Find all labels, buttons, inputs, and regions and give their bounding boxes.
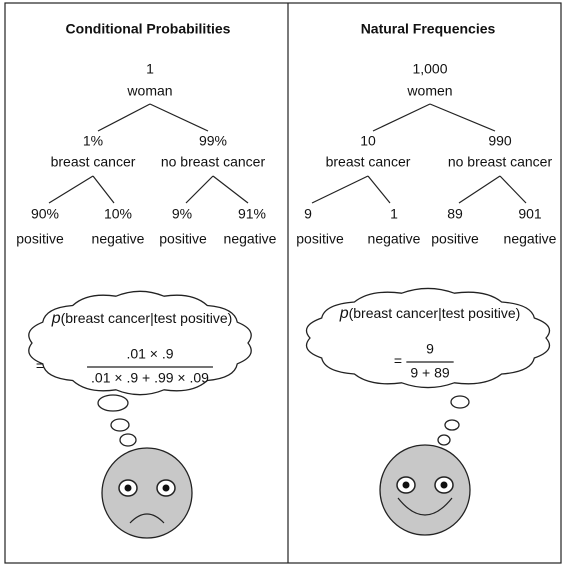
branch-value: 990 xyxy=(488,133,512,149)
leaf-label: positive xyxy=(296,231,344,247)
edge xyxy=(372,103,431,132)
probability-condition: (breast cancer|test positive) xyxy=(61,310,233,326)
branch-label: no breast cancer xyxy=(161,154,266,170)
leaf-label: negative xyxy=(224,231,277,247)
thought-cloud xyxy=(28,290,252,396)
denominator: .01 × .9 + .99 × .09 xyxy=(91,370,209,386)
edge xyxy=(48,175,94,204)
branch-label: breast cancer xyxy=(51,154,136,170)
root-label: women xyxy=(406,83,452,99)
root-label: woman xyxy=(126,83,172,99)
leaf-value: 9 xyxy=(304,206,312,222)
edge xyxy=(499,175,527,204)
equals-sign: = xyxy=(394,353,402,369)
edge xyxy=(149,103,209,132)
leaf-value: 901 xyxy=(518,206,542,222)
face xyxy=(379,444,471,536)
thought-bubble xyxy=(437,434,451,446)
face xyxy=(101,447,193,539)
panel-title: Conditional Probabilities xyxy=(66,21,231,37)
mouth xyxy=(397,497,453,516)
thought-bubble xyxy=(97,394,129,412)
thought-cloud xyxy=(305,287,551,389)
frame xyxy=(4,2,562,564)
edge xyxy=(311,175,369,204)
leaf-label: positive xyxy=(431,231,479,247)
leaf-label: negative xyxy=(92,231,145,247)
numerator: .01 × .9 xyxy=(126,346,173,362)
pupil xyxy=(402,481,410,489)
edge xyxy=(92,175,115,204)
leaf-label: negative xyxy=(368,231,421,247)
thought-bubble xyxy=(110,418,130,432)
root-value: 1 xyxy=(146,61,154,77)
leaf-value: 9% xyxy=(172,206,192,222)
branch-value: 10 xyxy=(360,133,376,149)
edge xyxy=(185,175,214,204)
probability-expression: p(breast cancer|test positive) xyxy=(339,305,521,323)
probability-symbol: p xyxy=(339,305,349,322)
leaf-value: 1 xyxy=(390,206,398,222)
denominator: 9 + 89 xyxy=(410,365,450,381)
branch-value: 1% xyxy=(83,133,103,149)
branch-value: 99% xyxy=(199,133,227,149)
leaf-label: negative xyxy=(504,231,557,247)
edge xyxy=(367,175,391,204)
branch-label: breast cancer xyxy=(326,154,411,170)
thought-bubble xyxy=(450,395,470,409)
pupil xyxy=(440,481,448,489)
edge xyxy=(212,175,249,204)
leaf-value: 91% xyxy=(238,206,266,222)
edge xyxy=(429,103,496,132)
branch-label: no breast cancer xyxy=(448,154,553,170)
leaf-value: 89 xyxy=(447,206,463,222)
leaf-label: positive xyxy=(16,231,64,247)
equals-sign: = xyxy=(36,358,44,374)
mouth xyxy=(129,513,165,524)
leaf-label: positive xyxy=(159,231,207,247)
root-value: 1,000 xyxy=(412,61,447,77)
edge xyxy=(458,175,501,204)
leaf-value: 10% xyxy=(104,206,132,222)
probability-expression: p(breast cancer|test positive) xyxy=(51,310,233,328)
edge xyxy=(97,103,151,132)
leaf-value: 90% xyxy=(31,206,59,222)
probability-symbol: p xyxy=(51,310,61,327)
probability-condition: (breast cancer|test positive) xyxy=(349,305,521,321)
thought-bubble xyxy=(119,433,137,447)
pupil xyxy=(124,484,132,492)
pupil xyxy=(162,484,170,492)
thought-bubble xyxy=(444,419,460,431)
numerator: 9 xyxy=(426,341,434,357)
panel-title: Natural Frequencies xyxy=(361,21,496,37)
